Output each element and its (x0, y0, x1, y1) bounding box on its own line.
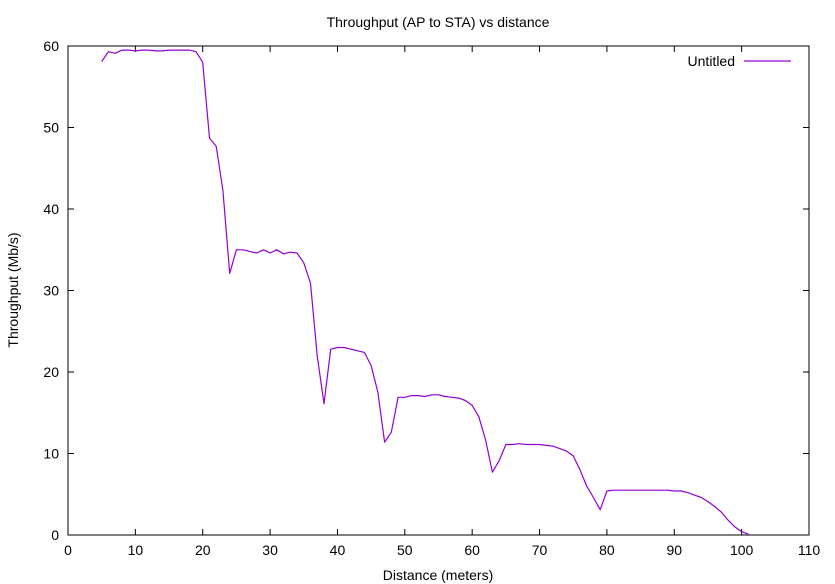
x-tick-label: 10 (128, 542, 144, 558)
x-tick-label: 70 (532, 542, 548, 558)
legend-entry-untitled: Untitled (688, 53, 735, 69)
x-axis-label: Distance (meters) (383, 567, 493, 583)
x-tick-label: 40 (330, 542, 346, 558)
series-line-untitled (101, 49, 749, 535)
chart-title: Throughput (AP to STA) vs distance (327, 14, 550, 30)
x-axis-ticks: 0 10 20 30 40 50 60 70 80 90 100 110 (64, 46, 820, 558)
y-tick-label: 40 (43, 201, 59, 217)
x-tick-label: 110 (798, 542, 821, 558)
y-tick-label: 20 (43, 364, 59, 380)
x-tick-label: 30 (262, 542, 278, 558)
y-tick-label: 30 (43, 283, 59, 299)
y-axis-ticks: 0 10 20 30 40 50 60 (43, 38, 809, 543)
y-tick-label: 10 (43, 446, 59, 462)
legend: Untitled (688, 53, 791, 69)
x-tick-label: 90 (666, 542, 682, 558)
x-tick-label: 20 (195, 542, 211, 558)
y-tick-label: 50 (43, 120, 59, 136)
y-tick-label: 0 (51, 527, 59, 543)
y-tick-label: 60 (43, 38, 59, 54)
x-tick-label: 80 (599, 542, 615, 558)
x-tick-label: 100 (730, 542, 754, 558)
x-tick-label: 0 (64, 542, 72, 558)
y-axis-label: Throughput (Mb/s) (5, 232, 21, 347)
series-layer (101, 49, 749, 535)
x-tick-label: 50 (397, 542, 413, 558)
plot-frame (67, 45, 810, 536)
x-tick-label: 60 (464, 542, 480, 558)
